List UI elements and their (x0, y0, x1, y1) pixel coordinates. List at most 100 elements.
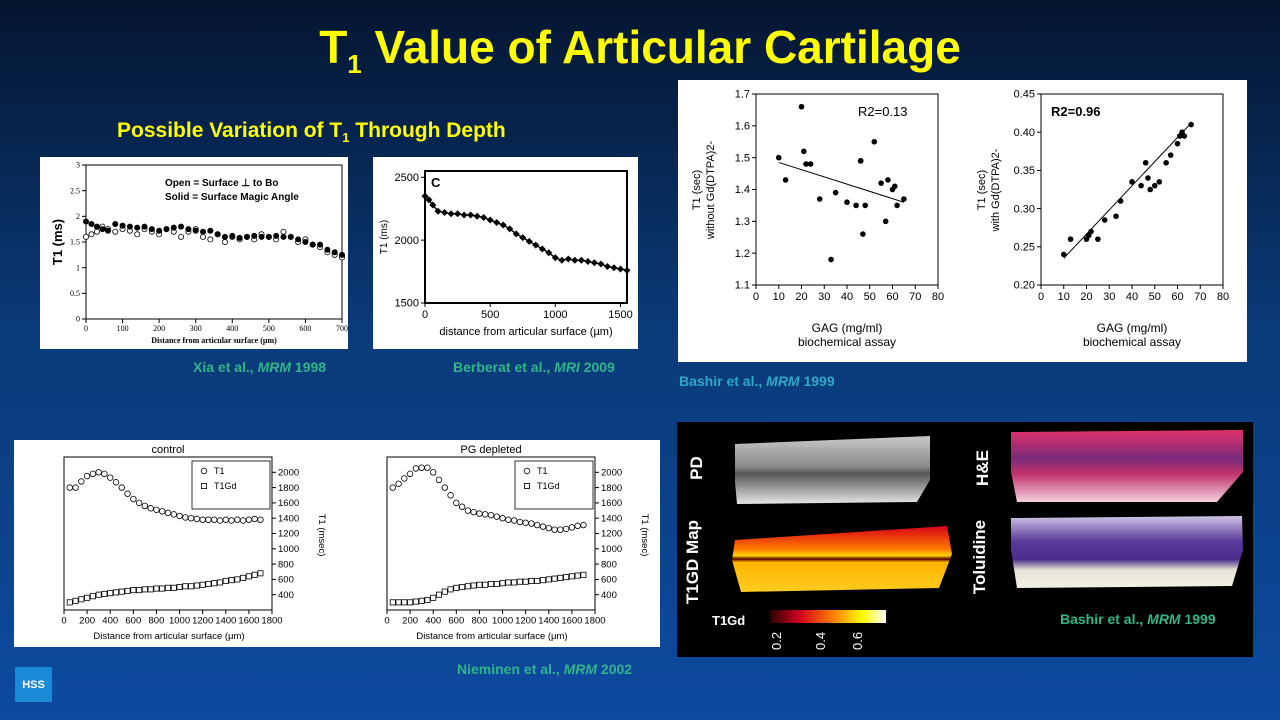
data-point-t1gd (418, 597, 425, 604)
data-point-t1 (176, 512, 183, 520)
pd-label: PD (686, 456, 706, 480)
legend-label-t1gd: T1Gd (537, 481, 560, 491)
data-point-t1 (95, 469, 102, 476)
x-tick-label: 80 (1217, 291, 1229, 303)
data-point (1181, 133, 1188, 139)
x-tick-label: 1600 (561, 616, 582, 627)
x-tick-label: 1800 (261, 616, 282, 627)
y-tick-label: 1200 (278, 529, 299, 540)
t1gd-map-label: T1GD Map (683, 519, 703, 605)
data-point (828, 256, 834, 263)
data-point (807, 161, 814, 167)
data-point-t1 (424, 464, 431, 471)
data-point-t1 (182, 514, 189, 521)
data-point-t1gd (107, 590, 114, 597)
y-tick-label: 2000 (395, 235, 419, 247)
nieminen-figure: 0 200 400 600 800 1000 1200 1400 1600 1800 400 600 8… (14, 440, 660, 647)
y-tick-label: 1000 (278, 544, 299, 555)
data-point-solid (126, 223, 133, 230)
data-point-t1gd (222, 577, 229, 584)
data-point-t1gd (470, 582, 477, 589)
y-tick-label: 1 (76, 263, 80, 272)
data-point (473, 212, 481, 220)
data-point-solid (243, 233, 250, 240)
data-point-t1 (187, 514, 195, 522)
data-point-t1 (534, 521, 541, 529)
x-axis-label-2: biochemical assay (1083, 335, 1181, 349)
x-tick-label: 1500 (608, 309, 632, 321)
data-point-t1gd (211, 580, 218, 587)
x-tick-label: 0 (61, 616, 66, 627)
x-tick-label: 600 (299, 324, 311, 333)
data-point-t1 (228, 517, 235, 524)
data-point-t1gd (464, 583, 471, 590)
x-tick-label: 30 (1103, 291, 1115, 303)
x-tick-label: 400 (226, 324, 238, 333)
data-point-t1gd (557, 574, 564, 581)
citation-xia: Xia et al., MRM 1998 (193, 359, 327, 375)
x-tick-label: 200 (79, 616, 95, 627)
data-point-t1gd (551, 575, 558, 582)
y-tick-label: 0.5 (70, 289, 80, 298)
data-point-t1 (395, 480, 402, 487)
x-tick-label: 30 (818, 291, 830, 303)
data-point-t1gd (164, 584, 171, 591)
data-point-t1 (389, 484, 396, 491)
colorbar-tick: 0.4 (813, 632, 828, 650)
data-point-solid (99, 226, 106, 233)
data-point-t1gd (176, 584, 183, 591)
y-tick-label: 3 (76, 161, 80, 170)
data-point-t1 (205, 516, 212, 523)
y-tick-label: 1800 (601, 483, 622, 494)
data-point-solid (317, 241, 324, 248)
data-point-t1gd (482, 581, 489, 588)
data-point-t1gd (412, 598, 419, 605)
data-point-t1 (251, 515, 258, 523)
pd-image (735, 436, 930, 504)
x-axis-label: distance from articular surface (µm) (439, 326, 612, 338)
data-point-t1gd (228, 577, 235, 584)
histology-images: T1Gd 0.2 0.4 0.6 (712, 430, 1243, 650)
data-point-t1gd (193, 582, 200, 589)
y-tick-label: 1.5 (735, 152, 750, 164)
data-point-t1 (487, 511, 495, 519)
y-tick-label: 1400 (601, 513, 622, 524)
data-point (460, 211, 468, 219)
data-point-t1 (493, 513, 500, 520)
he-image (1011, 430, 1243, 502)
x-tick-label: 600 (125, 616, 141, 627)
data-point (857, 158, 864, 164)
y-tick-label: 1.1 (735, 280, 750, 292)
data-point (1142, 159, 1149, 166)
data-point-solid (192, 227, 199, 234)
x-tick-label: 1400 (215, 616, 236, 627)
data-point (885, 177, 891, 183)
x-tick-label: 300 (190, 324, 202, 333)
data-point-t1gd (505, 579, 512, 586)
data-point (577, 256, 585, 264)
data-point (878, 180, 884, 186)
data-point (493, 219, 501, 227)
data-point-t1 (482, 511, 489, 518)
data-point-t1gd (199, 581, 206, 588)
data-point-t1gd (574, 572, 581, 579)
data-point-t1gd (245, 573, 252, 580)
data-point (891, 183, 898, 190)
data-point (551, 254, 559, 262)
data-point (610, 264, 618, 272)
data-point-t1 (453, 499, 460, 507)
data-point-t1gd (182, 583, 189, 590)
data-point-t1gd (516, 578, 523, 585)
data-point-t1 (499, 514, 506, 522)
data-point (558, 256, 566, 264)
y-tick-label: 0.20 (1014, 280, 1035, 292)
data-point (803, 161, 809, 167)
data-point (798, 103, 805, 110)
xia-chart: 0 100 200 300 400 500 600 700 0 0.5 1 1.5 2 2.5 3 Open … (50, 161, 348, 345)
data-point-t1gd (401, 599, 408, 606)
data-point-solid (236, 234, 243, 241)
data-point-solid (112, 221, 119, 228)
data-point-t1gd (118, 588, 125, 595)
data-point-open (93, 228, 100, 235)
data-point-open (178, 233, 185, 240)
